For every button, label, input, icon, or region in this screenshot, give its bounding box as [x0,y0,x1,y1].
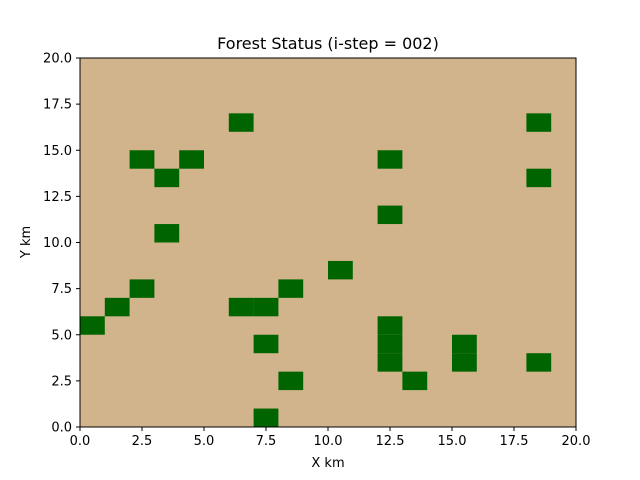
tree-cell [328,260,353,280]
x-tick-label: 5.0 [194,434,215,449]
y-tick-label: 12.5 [43,190,72,205]
tree-cell [253,297,279,317]
tree-cell [377,334,403,354]
x-tick-label: 0.0 [70,434,91,449]
x-tick-label: 12.5 [376,434,405,449]
x-tick-label: 2.5 [132,434,153,449]
y-tick-label: 10.0 [43,236,72,251]
tree-cell [377,150,403,169]
tree-cell [377,353,403,372]
y-tick-label: 15.0 [43,144,72,159]
tree-cell [452,353,477,372]
tree-cell [253,408,279,427]
x-tick-label: 17.5 [500,434,529,449]
tree-cell [129,279,155,298]
y-tick-label: 5.0 [51,328,72,343]
tree-cell [526,353,552,372]
y-tick-label: 17.5 [43,98,72,113]
tree-cell [129,150,155,169]
y-tick-label: 0.0 [51,421,72,436]
y-tick-label: 20.0 [43,52,72,67]
tree-cell [228,297,254,317]
tree-cell [104,297,130,317]
x-tick-label: 20.0 [562,434,591,449]
tree-cell [377,205,403,225]
tree-cell [80,316,105,335]
x-tick-label: 15.0 [438,434,467,449]
y-tick-label: 2.5 [51,374,72,389]
tree-cell [377,316,403,335]
tree-cell [278,371,304,391]
y-tick-label: 7.5 [51,282,72,297]
tree-cell [278,279,304,298]
tree-cell [452,334,477,354]
tree-cell [526,113,552,132]
tree-cell [154,224,180,243]
y-axis-label: Y km [19,226,34,259]
x-axis-label: X km [311,456,344,471]
tree-cell [253,334,279,354]
tree-cells-layer [80,113,552,427]
tree-cell [228,113,254,132]
x-axis: 0.0 2.5 5.0 7.5 10.0 12.5 15.0 17.5 20.0 [70,427,591,449]
chart-title: Forest Status (i-step = 002) [217,34,439,53]
tree-cell [154,168,180,188]
tree-cell [179,150,204,169]
tree-cell [526,168,552,188]
y-axis: 0.0 2.5 5.0 7.5 10.0 12.5 15.0 17.5 20.0 [43,52,80,436]
x-tick-label: 10.0 [314,434,343,449]
x-tick-label: 7.5 [256,434,277,449]
tree-cell [402,371,428,391]
